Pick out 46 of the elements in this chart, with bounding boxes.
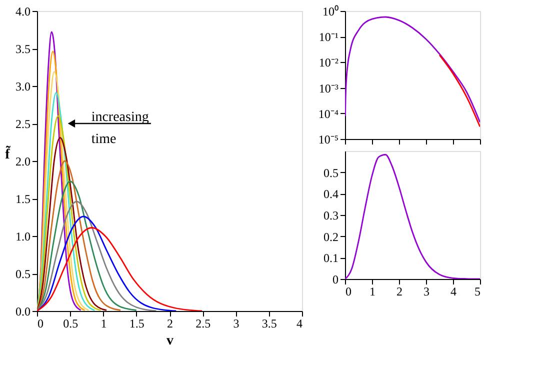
x-tick-label: 0 — [38, 316, 44, 330]
y-tick-label: 1.0 — [16, 230, 30, 244]
y-tick-label: 3.0 — [16, 80, 30, 94]
line-series — [37, 200, 157, 311]
y-tick-label: 1.5 — [16, 192, 30, 206]
y-axis-title: f̃ — [5, 146, 11, 162]
y-tick-label: 0.4 — [324, 187, 338, 202]
x-tick-label: 2.5 — [196, 316, 211, 330]
y-tick-label: 10⁰ — [322, 4, 338, 18]
x-tick-label: 3.5 — [262, 316, 277, 330]
x-axis-title: v — [166, 334, 174, 348]
y-tick-label: 0.3 — [324, 208, 338, 222]
line-series — [37, 180, 138, 311]
annotation: increasing time — [91, 110, 149, 147]
x-tick-label: 0.5 — [63, 316, 78, 330]
y-tick-label: 0.2 — [324, 230, 338, 244]
y-tick-label: 10⁻² — [318, 56, 339, 70]
line-series — [37, 227, 203, 311]
x-tick-label: 1 — [100, 316, 107, 330]
line-series — [37, 216, 177, 311]
y-tick-label: 3.5 — [16, 42, 30, 56]
x-tick-label: 1 — [370, 284, 376, 298]
y-tick-label: 2.0 — [16, 154, 30, 168]
y-tick-label: 0.5 — [324, 166, 338, 180]
y-tick-label: 0.1 — [324, 251, 338, 266]
x-tick-label: 2 — [167, 316, 173, 330]
x-tick-label: 4 — [296, 316, 302, 330]
y-tick-label: 2.5 — [16, 117, 30, 131]
y-tick-label: 10⁻⁵ — [318, 132, 338, 146]
y-tick-label: 10⁻³ — [318, 81, 339, 96]
y-tick-label: 0 — [332, 272, 338, 286]
line-series — [345, 16, 480, 123]
y-tick-label: 4.0 — [16, 4, 30, 18]
x-tick-label: 1.5 — [129, 316, 144, 330]
x-tick-label: 3 — [424, 284, 430, 298]
x-tick-label: 4 — [450, 284, 456, 298]
line-series — [37, 160, 122, 311]
line-series — [438, 54, 480, 128]
x-tick-label: 0 — [346, 284, 352, 298]
x-tick-label: 2 — [396, 284, 402, 298]
y-tick-label: 0.5 — [16, 267, 30, 281]
y-tick-label: 10⁻⁴ — [318, 106, 338, 121]
x-tick-label: 3 — [233, 316, 240, 330]
y-tick-label: 10⁻¹ — [318, 30, 339, 44]
y-tick-label: 0.0 — [16, 304, 30, 318]
x-tick-label: 5 — [474, 284, 480, 298]
